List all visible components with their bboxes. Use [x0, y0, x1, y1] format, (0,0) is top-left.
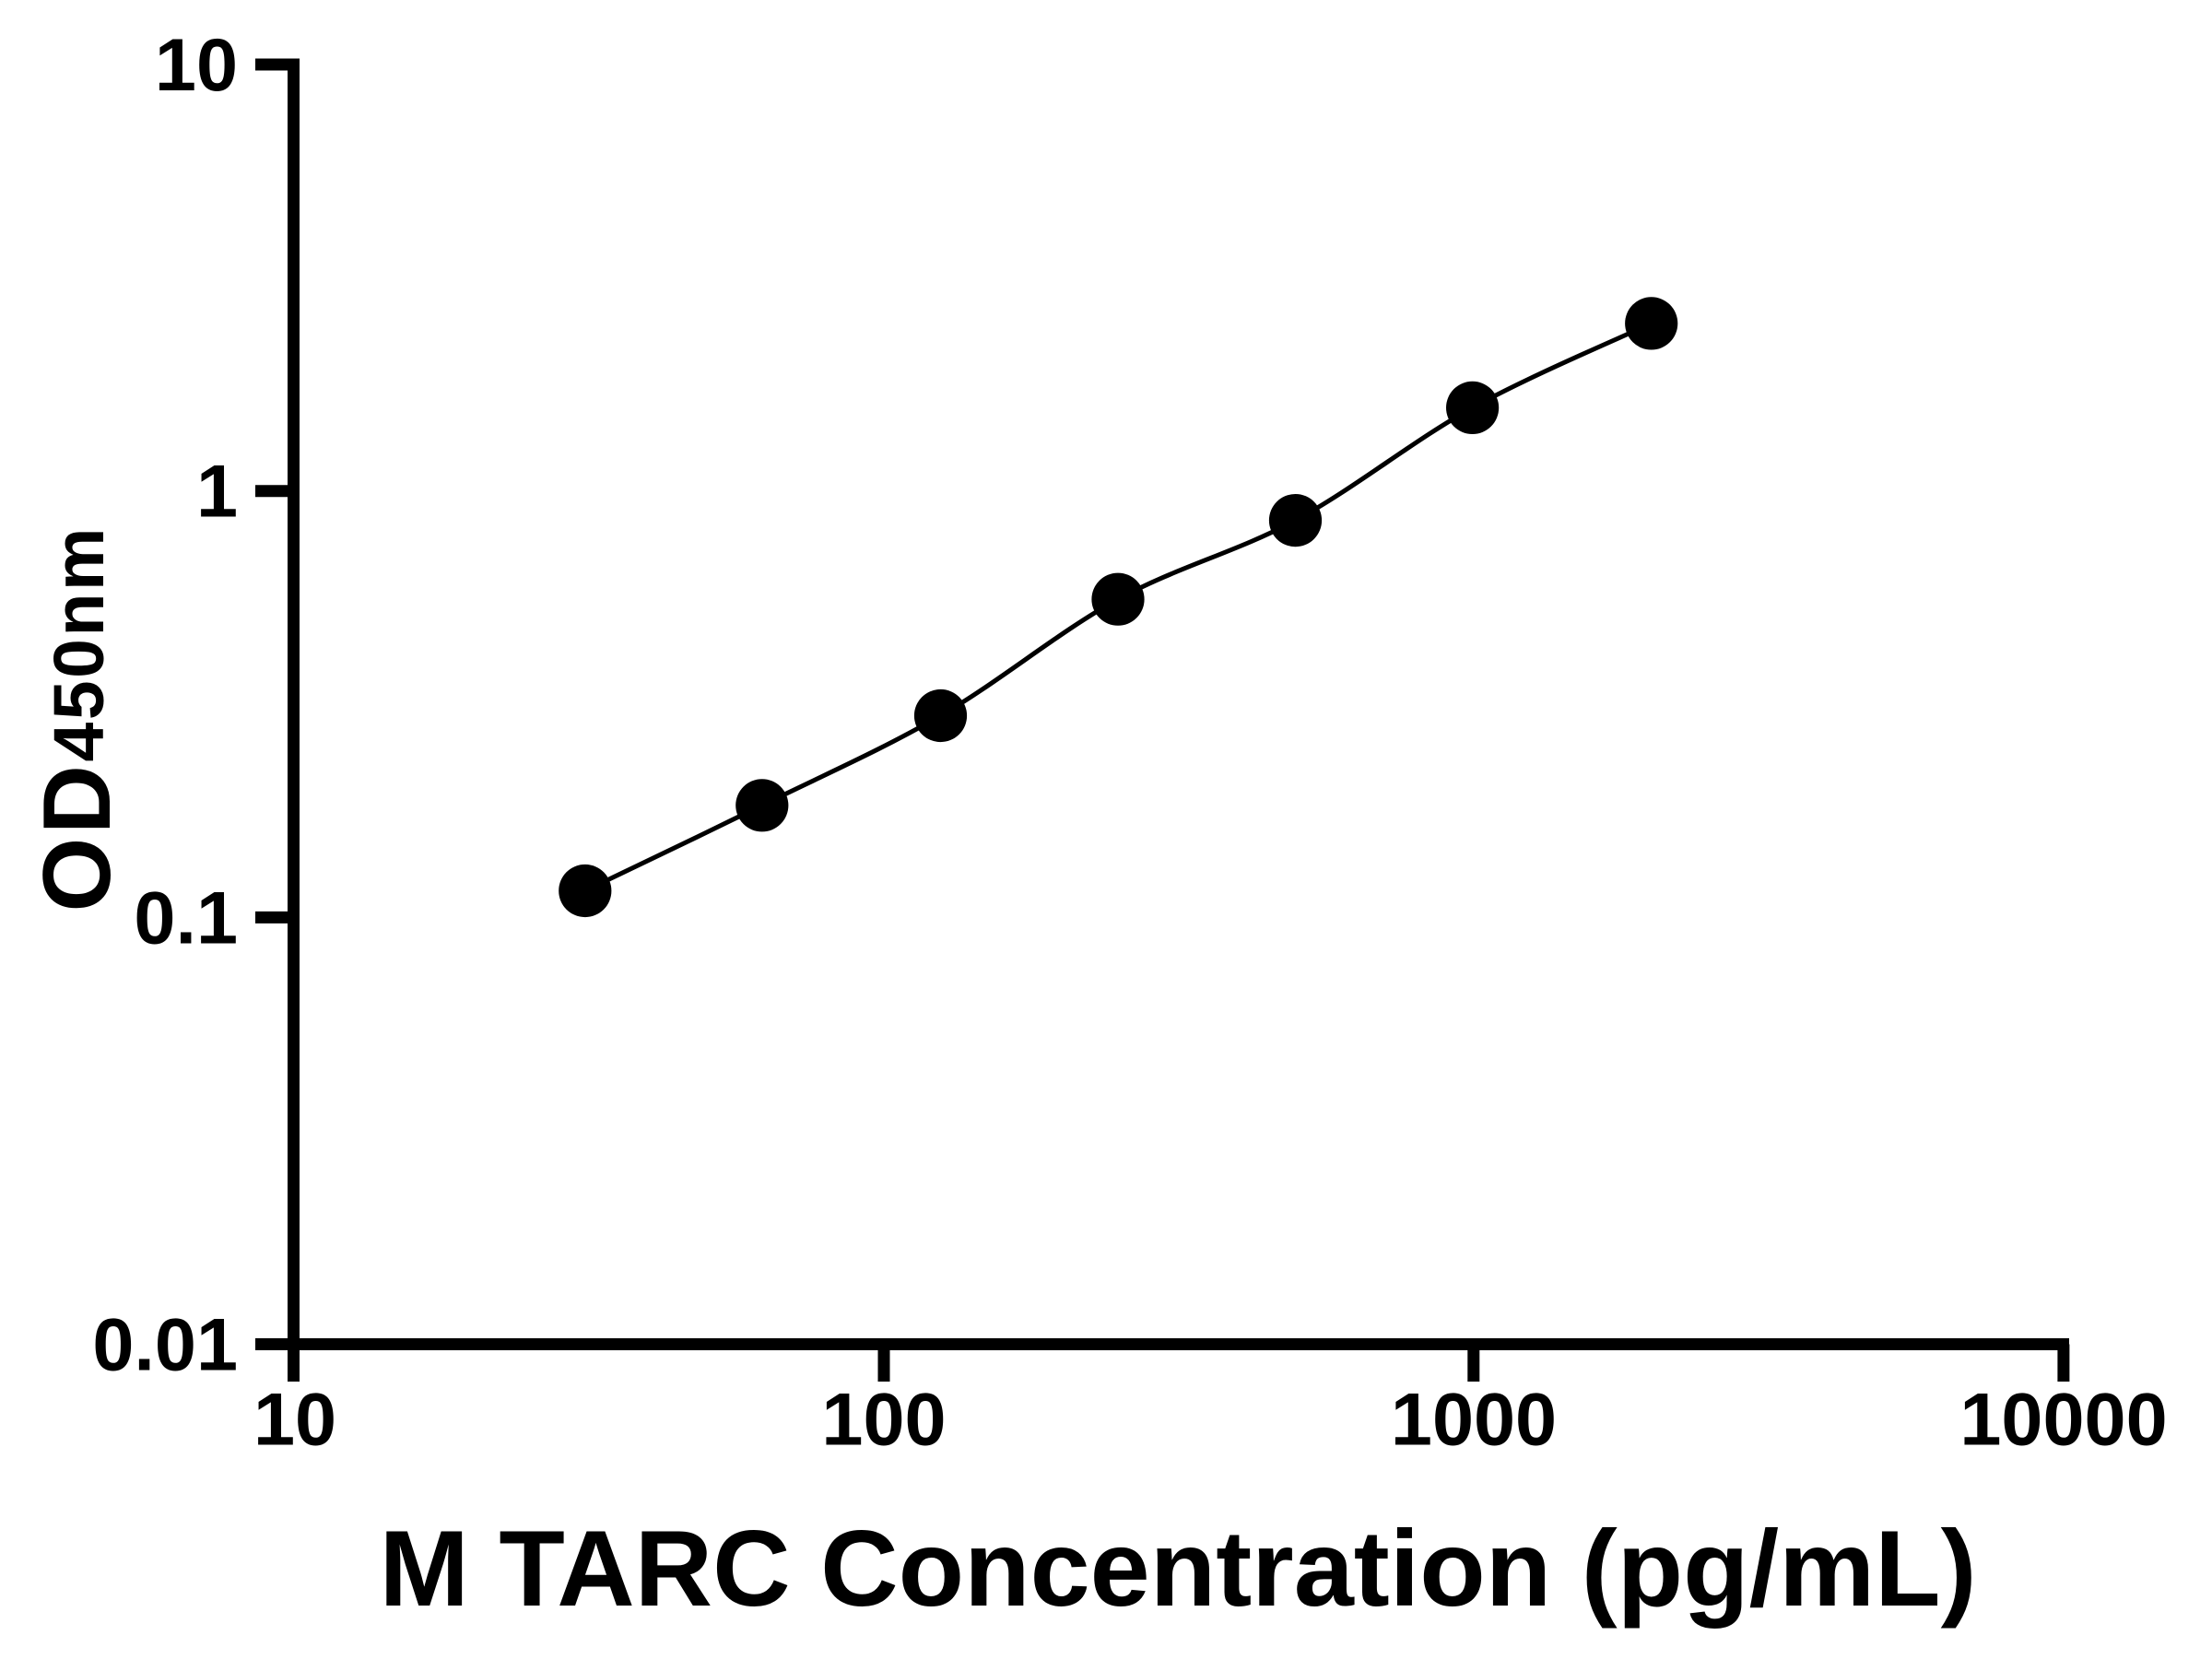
svg-text:100: 100: [821, 1378, 946, 1461]
svg-text:10: 10: [253, 1378, 336, 1461]
svg-text:OD450nm: OD450nm: [24, 525, 131, 912]
svg-text:0.01: 0.01: [92, 1303, 238, 1386]
svg-text:M TARC Concentration (pg/mL): M TARC Concentration (pg/mL): [379, 1508, 1976, 1629]
svg-text:10000: 10000: [1959, 1378, 2167, 1461]
svg-text:10: 10: [155, 24, 238, 107]
svg-text:1: 1: [196, 451, 238, 534]
svg-text:1000: 1000: [1391, 1378, 1557, 1461]
svg-text:0.1: 0.1: [134, 877, 238, 959]
